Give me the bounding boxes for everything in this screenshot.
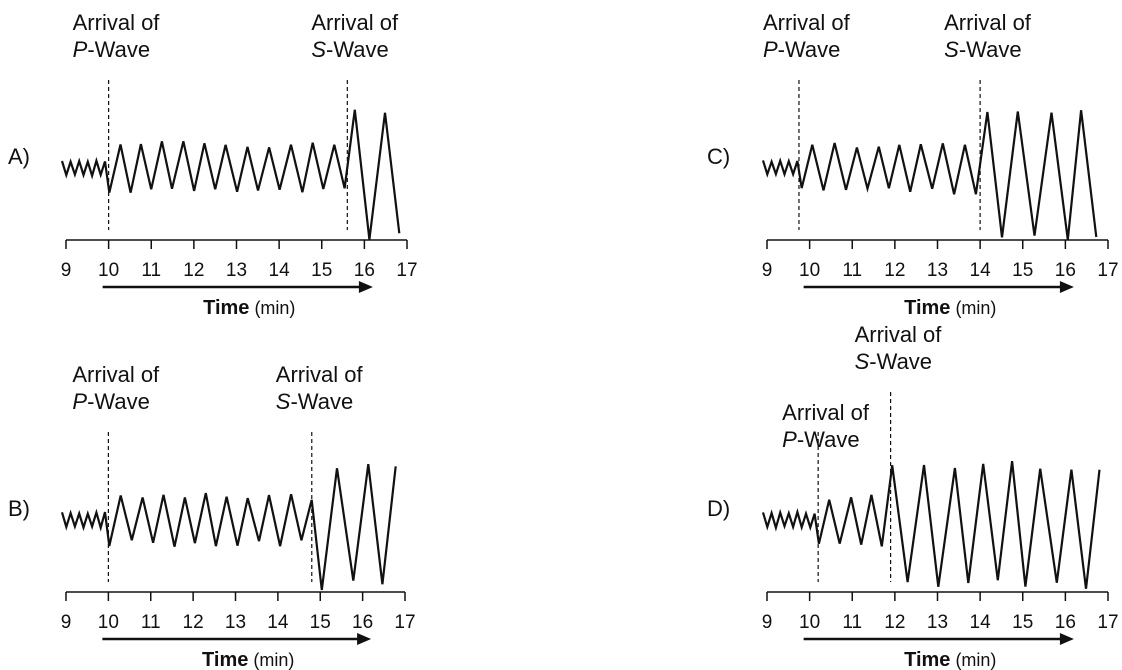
axis-tick-label: 10	[799, 612, 820, 633]
time-axis-unit: (min)	[249, 298, 295, 318]
seismogram-trace	[60, 109, 401, 240]
time-axis-title-word: Time	[203, 297, 249, 319]
axis-tick-label: 13	[226, 260, 247, 281]
time-axis-title: Time (min)	[203, 297, 295, 319]
time-arrow-head	[1059, 281, 1074, 293]
axis-tick-label: 9	[762, 612, 773, 633]
s-wave-label-line2: S-Wave	[311, 37, 388, 62]
s-wave-label: Arrival of	[944, 10, 1032, 35]
time-axis-title-word: Time	[202, 649, 248, 670]
axis-tick-label: 9	[762, 260, 773, 281]
axis-tick-label: 10	[799, 260, 820, 281]
s-wave-letter: S	[311, 37, 326, 62]
axis-tick-label: 9	[61, 260, 72, 281]
axis-tick-label: 10	[98, 612, 119, 633]
p-wave-letter: P	[763, 37, 778, 62]
axis-tick-label: 11	[842, 260, 862, 281]
axis-tick-label: 15	[1012, 612, 1033, 633]
time-arrow-head	[357, 633, 372, 645]
s-wave-suffix: -Wave	[326, 37, 389, 62]
s-wave-letter: S	[855, 349, 870, 374]
time-arrow-head	[1059, 633, 1074, 645]
s-wave-label-line2: S-Wave	[276, 389, 353, 414]
option-letter: B)	[8, 496, 30, 521]
time-axis-unit: (min)	[950, 650, 996, 670]
axis-tick-label: 11	[141, 260, 161, 281]
time-axis-title-word: Time	[904, 649, 950, 670]
time-axis-unit: (min)	[950, 298, 996, 318]
time-axis-unit: (min)	[248, 650, 294, 670]
axis-tick-label: 13	[927, 260, 948, 281]
s-wave-letter: S	[276, 389, 291, 414]
time-axis-title: Time (min)	[202, 649, 294, 670]
p-wave-label-line2: P-Wave	[72, 389, 149, 414]
axis-tick-label: 17	[396, 260, 417, 281]
seismogram-trace	[761, 110, 1098, 240]
axis-tick-label: 13	[225, 612, 246, 633]
time-axis-title: Time (min)	[904, 649, 996, 670]
option-letter: A)	[8, 144, 30, 169]
axis-tick-label: 12	[884, 260, 905, 281]
axis-tick-label: 16	[354, 260, 375, 281]
option-letter: D)	[707, 496, 730, 521]
p-wave-label: Arrival of	[72, 362, 160, 387]
axis-tick-label: 10	[98, 260, 119, 281]
p-wave-label: Arrival of	[763, 10, 851, 35]
axis-tick-label: 15	[311, 260, 332, 281]
time-arrow-head	[358, 281, 373, 293]
axis-tick-label: 16	[352, 612, 373, 633]
seismogram-trace	[60, 463, 397, 591]
seismogram-trace	[761, 460, 1101, 589]
axis-tick-label: 16	[1055, 612, 1076, 633]
axis-tick-label: 14	[970, 260, 992, 281]
axis-tick-label: 14	[267, 612, 289, 633]
axis-tick-label: 12	[183, 612, 204, 633]
p-wave-letter: P	[782, 427, 797, 452]
option-letter: C)	[707, 144, 730, 169]
axis-tick-label: 11	[141, 612, 161, 633]
axis-tick-label: 17	[394, 612, 415, 633]
s-wave-label: Arrival of	[276, 362, 364, 387]
p-wave-label: Arrival of	[782, 400, 870, 425]
p-wave-suffix: -Wave	[87, 37, 150, 62]
axis-tick-label: 17	[1097, 260, 1118, 281]
axis-tick-label: 16	[1055, 260, 1076, 281]
time-axis-title-word: Time	[904, 297, 950, 319]
p-wave-suffix: -Wave	[778, 37, 841, 62]
s-wave-suffix: -Wave	[959, 37, 1022, 62]
p-wave-suffix: -Wave	[87, 389, 150, 414]
p-wave-letter: P	[72, 389, 87, 414]
s-wave-letter: S	[944, 37, 959, 62]
axis-tick-label: 12	[884, 612, 905, 633]
s-wave-label-line2: S-Wave	[944, 37, 1021, 62]
s-wave-suffix: -Wave	[290, 389, 353, 414]
p-wave-letter: P	[73, 37, 88, 62]
p-wave-label-line2: P-Wave	[782, 427, 859, 452]
p-wave-label: Arrival of	[73, 10, 161, 35]
s-wave-label: Arrival of	[855, 322, 943, 347]
axis-tick-label: 15	[310, 612, 331, 633]
axis-tick-label: 11	[842, 612, 862, 633]
axis-tick-label: 14	[269, 260, 291, 281]
p-wave-suffix: -Wave	[797, 427, 860, 452]
time-axis-title: Time (min)	[904, 297, 996, 319]
s-wave-label-line2: S-Wave	[855, 349, 932, 374]
p-wave-label-line2: P-Wave	[73, 37, 150, 62]
s-wave-label: Arrival of	[311, 10, 399, 35]
axis-tick-label: 9	[61, 612, 72, 633]
s-wave-suffix: -Wave	[869, 349, 932, 374]
axis-tick-label: 14	[970, 612, 992, 633]
axis-tick-label: 17	[1097, 612, 1118, 633]
axis-tick-label: 13	[927, 612, 948, 633]
axis-tick-label: 15	[1012, 260, 1033, 281]
axis-tick-label: 12	[183, 260, 204, 281]
p-wave-label-line2: P-Wave	[763, 37, 840, 62]
